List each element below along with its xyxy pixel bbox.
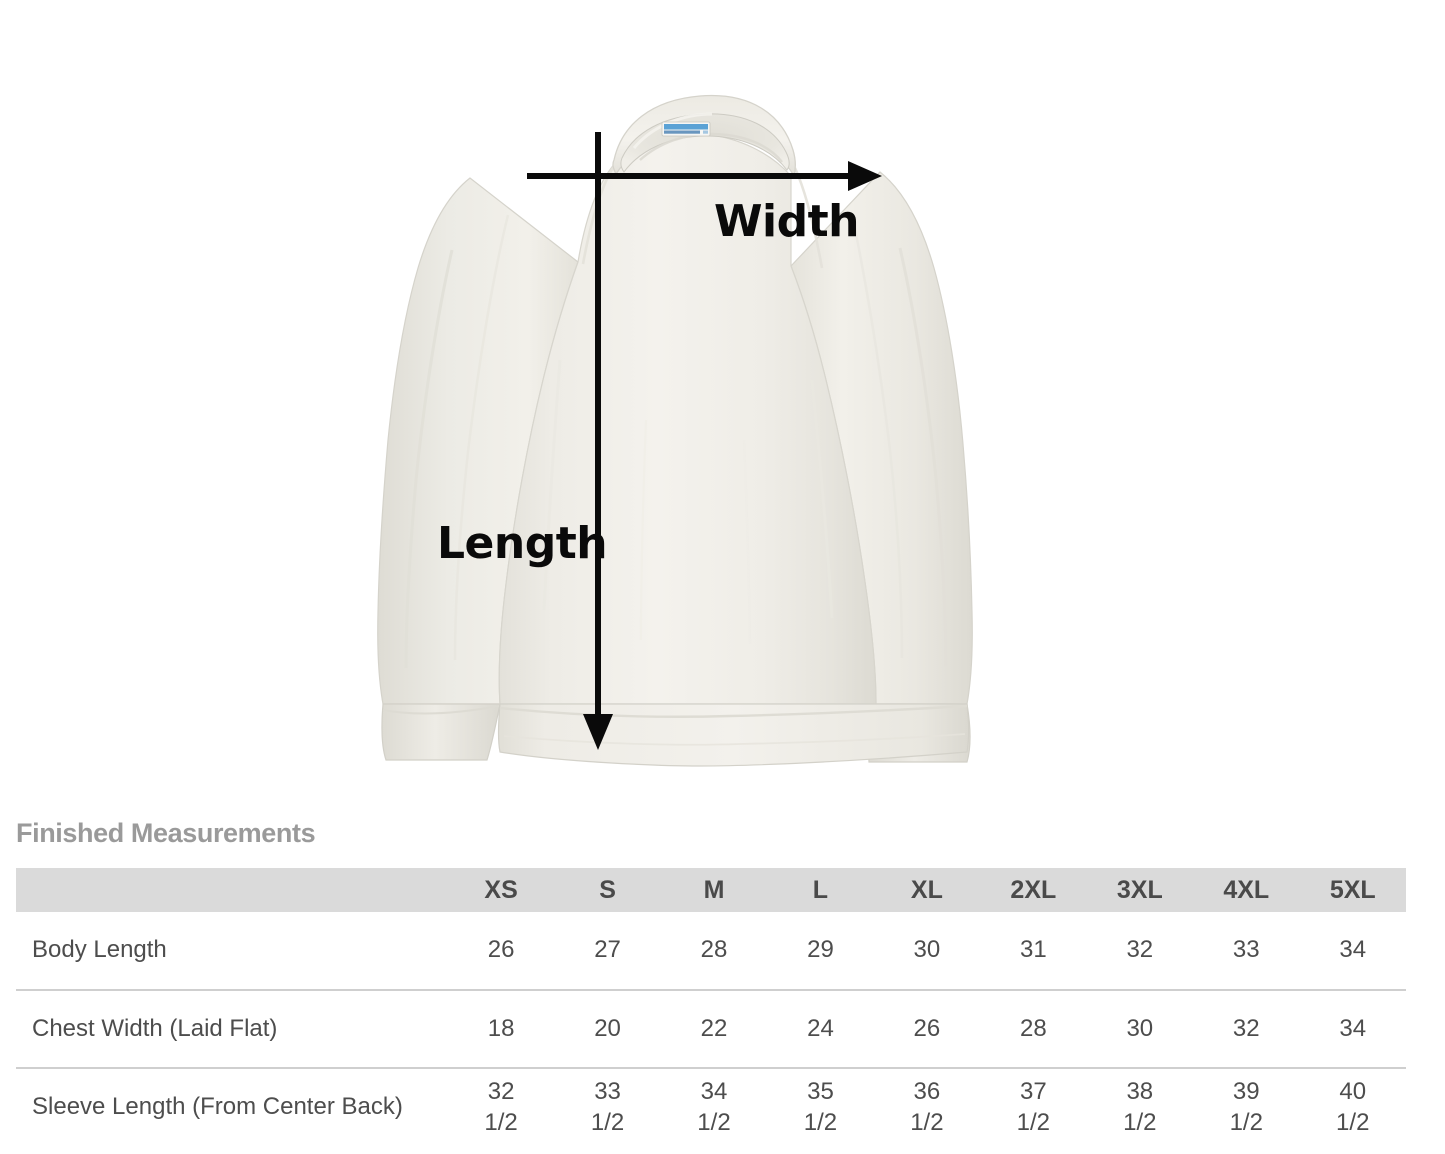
width-measurement-arrow — [527, 161, 882, 191]
measurement-value: 34 — [1339, 1014, 1367, 1042]
measurement-value: 28 — [1020, 1014, 1047, 1042]
garment-illustration: Width Length — [377, 94, 973, 767]
measurement-cell: 24 — [767, 990, 873, 1068]
measurement-value: 36 — [913, 1077, 941, 1105]
measurement-value: 32 — [1126, 936, 1154, 964]
measurement-value: 24 — [807, 1014, 834, 1042]
measurement-value: 27 — [594, 936, 621, 964]
measurement-cell: 22 — [661, 990, 767, 1068]
measurement-cell: 33 1/2 — [554, 1068, 660, 1146]
measurement-value: 22 — [700, 1014, 728, 1042]
measurement-fraction: 1/2 — [1336, 1108, 1370, 1136]
measurement-value: 37 — [1020, 1077, 1047, 1105]
measurement-value: 40 — [1339, 1077, 1367, 1105]
measurement-cell: 28 — [980, 990, 1086, 1068]
measurement-cell: 38 1/2 — [1087, 1068, 1193, 1146]
measurement-cell: 30 — [874, 912, 980, 990]
measurement-value: 30 — [1126, 1014, 1154, 1042]
table-row: Sleeve Length (From Center Back) 32 1/2 33 1… — [16, 1068, 1406, 1146]
length-measurement-arrow — [583, 132, 613, 750]
measurement-value: 32 — [1232, 1014, 1260, 1042]
measurement-cell: 32 — [1193, 990, 1299, 1068]
measurement-fraction: 1/2 — [910, 1108, 944, 1136]
measurement-cell: 34 1/2 — [661, 1068, 767, 1146]
size-header-2xl: 2XL — [1010, 875, 1057, 904]
measurement-fraction: 1/2 — [484, 1108, 518, 1136]
measurement-value: 28 — [700, 936, 728, 964]
measurement-value: 29 — [807, 936, 834, 964]
width-label: Width — [714, 196, 859, 247]
row-label: Sleeve Length (From Center Back) — [32, 1093, 403, 1121]
measurement-value: 18 — [487, 1014, 515, 1042]
measurement-fraction: 1/2 — [697, 1108, 731, 1136]
measurement-cell: 34 — [1299, 990, 1406, 1068]
measurement-cell: 32 1/2 — [448, 1068, 554, 1146]
measurement-value: 20 — [594, 1014, 621, 1042]
table-header-row: XS S M L XL 2XL 3XL 4XL 5XL — [16, 868, 1406, 912]
measurement-cell: 28 — [661, 912, 767, 990]
size-header-m: M — [703, 875, 725, 904]
length-label: Length — [437, 518, 608, 569]
measurement-cell: 40 1/2 — [1299, 1068, 1406, 1146]
measurement-cell: 29 — [767, 912, 873, 990]
size-header-5xl: 5XL — [1329, 875, 1376, 904]
measurement-value: 26 — [913, 1014, 941, 1042]
measurement-fraction: 1/2 — [1016, 1108, 1051, 1136]
measurement-cell: 27 — [554, 912, 660, 990]
measurement-cell: 33 — [1193, 912, 1299, 990]
measurement-cell: 36 1/2 — [874, 1068, 980, 1146]
size-header-xl: XL — [910, 875, 943, 904]
measurement-cell: 32 — [1087, 912, 1193, 990]
measurement-fraction: 1/2 — [590, 1108, 625, 1136]
left-cuff — [381, 703, 501, 761]
measurement-cell: 20 — [554, 990, 660, 1068]
sweatshirt-svg — [377, 94, 973, 767]
measurement-fraction: 1/2 — [803, 1108, 838, 1136]
measurement-cell: 39 1/2 — [1193, 1068, 1299, 1146]
bottom-hem — [497, 703, 970, 767]
measurement-value: 33 — [594, 1077, 621, 1105]
measurement-value: 34 — [700, 1077, 728, 1105]
measurement-value: 26 — [487, 936, 515, 964]
measurement-cell: 18 — [448, 990, 554, 1068]
size-chart-table: XS S M L XL 2XL 3XL 4XL 5XL Body Length 26 27 28 29 3… — [16, 868, 1406, 1146]
measurement-value: 34 — [1339, 936, 1367, 964]
measurement-value: 33 — [1232, 936, 1260, 964]
measurement-cell: 34 — [1299, 912, 1406, 990]
table-row: Body Length 26 27 28 29 30 31 32 33 34 — [16, 912, 1406, 990]
size-header-l: L — [812, 875, 829, 904]
row-label: Chest Width (Laid Flat) — [32, 1014, 278, 1042]
finished-measurements-section: Finished Measurements XS S M L XL 2XL 3XL 4XL 5X… — [0, 800, 1445, 1154]
measurement-value: 35 — [807, 1077, 834, 1105]
measurement-fraction: 1/2 — [1229, 1108, 1263, 1136]
table-title: Finished Measurements — [16, 818, 316, 848]
neck-tag-icon — [661, 121, 711, 137]
size-header-xs: XS — [484, 875, 518, 904]
measurement-cell: 26 — [874, 990, 980, 1068]
measurement-value: 31 — [1020, 936, 1047, 964]
measurement-cell: 26 — [448, 912, 554, 990]
measurement-cell: 35 1/2 — [767, 1068, 873, 1146]
measurement-value: 39 — [1232, 1077, 1260, 1105]
row-label: Body Length — [32, 936, 167, 964]
measurement-value: 32 — [487, 1077, 515, 1105]
size-header-s: S — [599, 875, 616, 904]
measurement-value: 38 — [1126, 1077, 1154, 1105]
table-row: Chest Width (Laid Flat) 18 20 22 24 26 28 30 32 3… — [16, 990, 1406, 1068]
size-header-4xl: 4XL — [1223, 875, 1270, 904]
measurement-cell: 37 1/2 — [980, 1068, 1086, 1146]
measurement-cell: 30 — [1087, 990, 1193, 1068]
measurement-value: 30 — [913, 936, 941, 964]
measurement-fraction: 1/2 — [1123, 1108, 1157, 1136]
size-header-3xl: 3XL — [1116, 875, 1163, 904]
measurement-cell: 31 — [980, 912, 1086, 990]
table-row-header-corner — [16, 868, 448, 912]
